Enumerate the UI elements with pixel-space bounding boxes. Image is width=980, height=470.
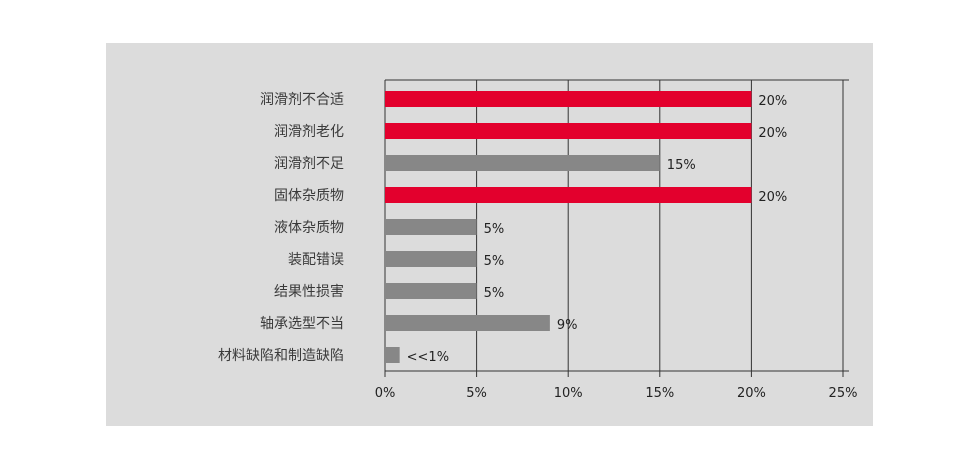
bar-chart: 润滑剂不合适 20% 润滑剂老化 20% 润滑剂不足 15% 固体杂质物 20% 液体杂质物 5%… bbox=[106, 43, 873, 426]
value-label-5: 5% bbox=[484, 254, 505, 269]
x-tick-label-3: 15% bbox=[645, 386, 674, 401]
value-label-8: <<1% bbox=[407, 350, 449, 365]
x-tick-label-2: 10% bbox=[554, 386, 583, 401]
bar-0 bbox=[385, 91, 752, 107]
chart-panel: 润滑剂不合适 20% 润滑剂老化 20% 润滑剂不足 15% 固体杂质物 20% 液体杂质物 5%… bbox=[106, 43, 873, 426]
x-tick-label-0: 0% bbox=[375, 386, 396, 401]
bar-3 bbox=[385, 187, 752, 203]
value-label-0: 20% bbox=[758, 94, 787, 109]
category-label-0: 润滑剂不合适 bbox=[260, 91, 344, 108]
bar-7 bbox=[385, 315, 550, 331]
x-tick-label-5: 25% bbox=[829, 386, 858, 401]
category-label-8: 材料缺陷和制造缺陷 bbox=[218, 348, 344, 364]
bar-8 bbox=[385, 347, 400, 363]
category-label-7: 轴承选型不当 bbox=[260, 316, 344, 332]
value-label-2: 15% bbox=[667, 158, 696, 173]
value-label-1: 20% bbox=[758, 126, 787, 141]
bar-1 bbox=[385, 123, 752, 139]
category-label-6: 结果性损害 bbox=[274, 284, 344, 300]
x-tick-label-4: 20% bbox=[737, 386, 766, 401]
value-label-4: 5% bbox=[484, 222, 505, 237]
bar-5 bbox=[385, 251, 477, 267]
category-label-2: 润滑剂不足 bbox=[274, 155, 344, 172]
category-label-5: 装配错误 bbox=[288, 252, 344, 268]
value-label-3: 20% bbox=[758, 190, 787, 205]
category-label-3: 固体杂质物 bbox=[274, 188, 344, 204]
bar-2 bbox=[385, 155, 660, 171]
category-label-4: 液体杂质物 bbox=[274, 220, 344, 236]
category-label-1: 润滑剂老化 bbox=[274, 123, 344, 140]
value-label-7: 9% bbox=[557, 318, 578, 333]
x-tick-label-1: 5% bbox=[466, 386, 487, 401]
bar-6 bbox=[385, 283, 477, 299]
bar-4 bbox=[385, 219, 477, 235]
value-label-6: 5% bbox=[484, 286, 505, 301]
